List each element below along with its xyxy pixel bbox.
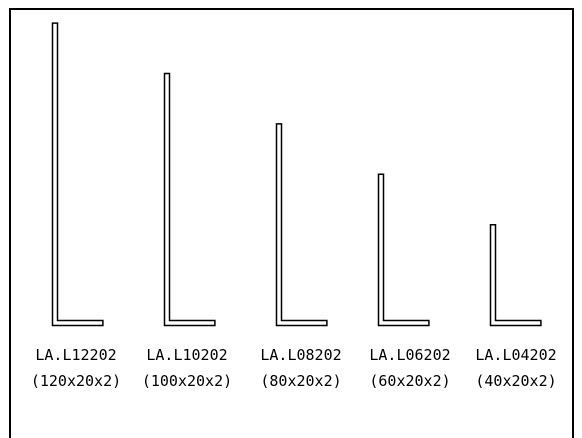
profile-code: LA.L08202 (260, 346, 342, 364)
angle-profile-la-l06202 (377, 173, 430, 327)
profile-dimensions: (100x20x2) (141, 372, 233, 390)
profile-dimensions: (80x20x2) (260, 372, 342, 390)
caption-l08202: LA.L08202 (80x20x2) (241, 342, 361, 394)
caption-l10202: LA.L10202 (100x20x2) (127, 342, 247, 394)
caption-l04202: LA.L04202 (40x20x2) (456, 342, 576, 394)
drawing-frame (9, 8, 574, 438)
profile-code: LA.L10202 (146, 346, 228, 364)
caption-l12202: LA.L12202 (120x20x2) (16, 342, 136, 394)
profile-code: LA.L04202 (475, 346, 557, 364)
profile-dimensions: (120x20x2) (30, 372, 122, 390)
angle-profile-la-l12202 (51, 22, 104, 327)
profile-dimensions: (40x20x2) (475, 372, 557, 390)
angle-profile-la-l10202 (163, 72, 216, 327)
profile-code: LA.L06202 (369, 346, 451, 364)
caption-l06202: LA.L06202 (60x20x2) (350, 342, 470, 394)
angle-profile-la-l04202 (489, 223, 542, 327)
angle-profile-la-l08202 (275, 123, 328, 327)
profile-code: LA.L12202 (35, 346, 117, 364)
profile-dimensions: (60x20x2) (369, 372, 451, 390)
